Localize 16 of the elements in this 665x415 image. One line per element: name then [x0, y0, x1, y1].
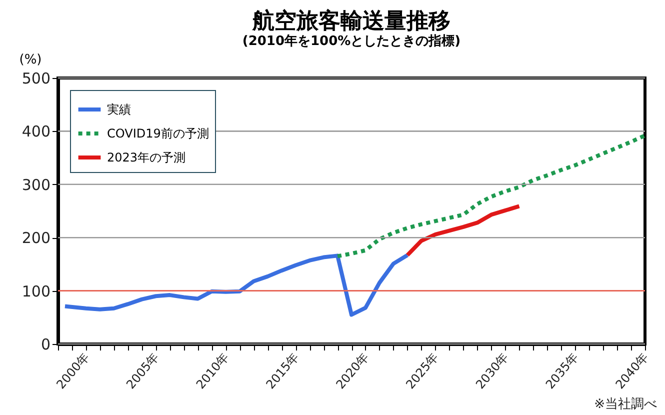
legend-label: 2023年の予測	[107, 150, 186, 164]
y-tick-label: 200	[22, 229, 50, 248]
legend-label: COVID19前の予測	[107, 126, 209, 140]
y-tick-label: 300	[22, 176, 50, 194]
line-series	[405, 204, 522, 258]
line-series	[336, 133, 647, 258]
legend-label: 実績	[107, 102, 131, 116]
y-tick-label: 0	[40, 336, 50, 354]
chart-subtitle: (2010年を100%としたときの指標)	[242, 34, 461, 49]
text: ※当社調べ	[594, 396, 657, 413]
line-series	[62, 253, 410, 317]
y-tick-label: 400	[22, 122, 50, 141]
y-tick-label: 100	[22, 282, 50, 300]
chart-title: 航空旅客輸送量推移	[252, 8, 450, 34]
y-axis-title: (%)	[19, 52, 42, 68]
y-tick-label: 500	[22, 70, 50, 88]
